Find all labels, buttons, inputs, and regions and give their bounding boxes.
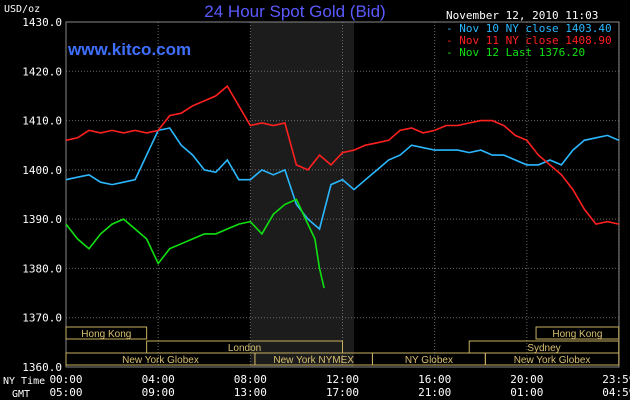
y-tick-label: 1380.0 [22, 262, 62, 275]
x-ny-tick-label: 20:00 [510, 373, 543, 386]
y-tick-label: 1420.0 [22, 65, 62, 78]
y-tick-label: 1360.0 [22, 361, 62, 374]
y-axis-label: USD/oz [4, 4, 40, 15]
x-ny-tick-label: 00:00 [49, 373, 82, 386]
series-lines [65, 84, 620, 289]
nymex-session-shade [250, 22, 355, 367]
x-ny-tick-label: 08:00 [234, 373, 267, 386]
x-gmt-tick-label: 13:00 [234, 386, 267, 399]
y-tick-label: 1370.0 [22, 312, 62, 325]
series-line-3 [65, 198, 325, 289]
x-ny-label: NY Time [3, 376, 45, 387]
y-tick-labels: 1360.0 1370.0 1380.0 1390.0 1400.0 1410.0 1420… [22, 16, 62, 374]
session-label: London [228, 343, 261, 354]
x-ny-tick-label: 23:59 [602, 373, 630, 386]
session-bar [65, 326, 148, 340]
legend: - Nov 10 NY close 1403.40- Nov 11 NY clo… [446, 22, 612, 59]
session-label: New York NYMEX [273, 355, 354, 366]
x-gmt-label: GMT [12, 389, 30, 400]
legend-entry: - Nov 12 Last 1376.20 [446, 46, 585, 59]
session-bar [484, 352, 620, 366]
x-gmt-tick-label: 05:00 [49, 386, 82, 399]
series-line-2 [65, 84, 619, 225]
y-tick-label: 1410.0 [22, 115, 62, 128]
watermark: www.kitco.com [67, 40, 191, 59]
x-tick-labels: 00:00 04:00 08:00 12:00 16:00 20:00 23:59 05:00… [49, 373, 630, 399]
plot-frame [65, 21, 620, 368]
y-tick-label: 1430.0 [22, 16, 62, 29]
x-gmt-tick-label: 21:00 [418, 386, 451, 399]
session-bar [535, 326, 620, 340]
x-ny-tick-label: 04:00 [142, 373, 175, 386]
x-gmt-tick-label: 17:00 [326, 386, 359, 399]
session-label: NY Globex [405, 355, 453, 366]
y-tick-label: 1390.0 [22, 213, 62, 226]
x-gmt-tick-label: 09:00 [142, 386, 175, 399]
session-label: Sydney [527, 343, 560, 354]
legend-entry: - Nov 10 NY close 1403.40 [446, 22, 612, 35]
timestamp: November 12, 2010 11:03 [446, 9, 598, 22]
session-label: New York Globex [514, 355, 591, 366]
legend-entry: - Nov 11 NY close 1408.90 [446, 34, 612, 47]
x-gmt-tick-label: 04:59 [602, 386, 630, 399]
session-label: New York Globex [122, 355, 199, 366]
y-tick-label: 1400.0 [22, 164, 62, 177]
chart-title: 24 Hour Spot Gold (Bid) [204, 2, 385, 21]
grid [65, 21, 620, 368]
session-label: Hong Kong [81, 329, 131, 340]
x-ny-tick-label: 12:00 [326, 373, 359, 386]
session-label: Hong Kong [552, 329, 602, 340]
x-ny-tick-label: 16:00 [418, 373, 451, 386]
x-gmt-tick-label: 01:00 [510, 386, 543, 399]
